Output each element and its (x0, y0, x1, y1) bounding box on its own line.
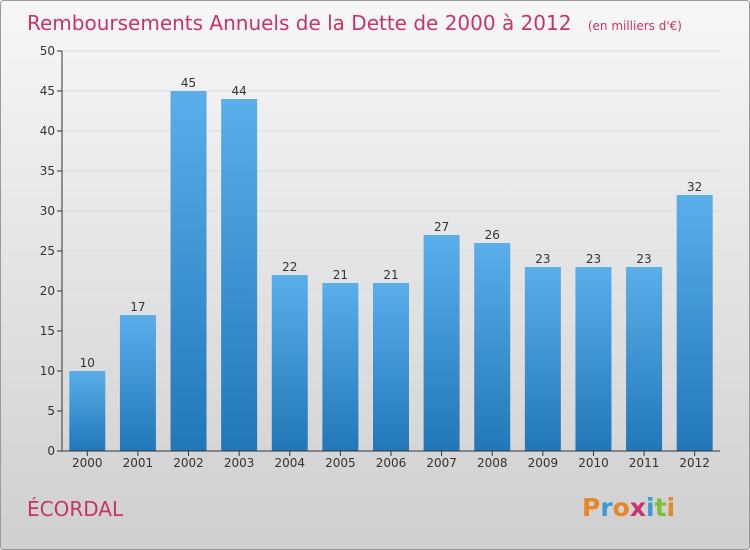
bar-2010 (575, 267, 612, 451)
bar-2003 (221, 99, 258, 451)
logo-letter: x (630, 493, 646, 522)
bar-value-label: 23 (636, 252, 651, 266)
bar-series: 10 17 45 44 22 21 21 27 26 23 23 23 32 (69, 76, 713, 451)
bar-value-label: 27 (434, 220, 449, 234)
logo-letter: i (667, 493, 676, 522)
bar-2001 (119, 315, 156, 451)
y-tick-label: 20 (40, 284, 55, 298)
logo-letter: t (655, 493, 667, 522)
logo-letter: r (600, 493, 613, 522)
bar-2002 (170, 91, 207, 451)
bar-2008 (474, 243, 511, 451)
bar-2009 (524, 267, 561, 451)
bar-value-label: 22 (282, 260, 297, 274)
logo-letter: o (613, 493, 630, 522)
bar-value-label: 21 (333, 268, 348, 282)
bar-2005 (322, 283, 359, 451)
x-tick-label: 2000 (72, 456, 103, 470)
bar-value-label: 23 (535, 252, 550, 266)
y-tick-label: 30 (40, 204, 55, 218)
bar-value-label: 44 (232, 84, 247, 98)
bar-2011 (626, 267, 663, 451)
bar-value-label: 17 (130, 300, 145, 314)
bar-2007 (423, 235, 460, 451)
y-tick-label: 45 (40, 84, 55, 98)
x-tick-label: 2004 (274, 456, 305, 470)
x-tick-label: 2003 (224, 456, 255, 470)
x-tick-label: 2006 (376, 456, 407, 470)
chart-title: Remboursements Annuels de la Dette de 20… (27, 11, 682, 35)
logo-letter: i (646, 493, 655, 522)
y-tick-label: 15 (40, 324, 55, 338)
x-tick-label: 2011 (629, 456, 660, 470)
y-tick-label: 10 (40, 364, 55, 378)
bar-value-label: 23 (586, 252, 601, 266)
bar-2012 (676, 195, 713, 451)
chart-unit-note: (en milliers d'€) (588, 19, 682, 33)
y-tick-label: 40 (40, 124, 55, 138)
x-tick-label: 2008 (477, 456, 508, 470)
x-tick-label: 2009 (528, 456, 559, 470)
bar-value-label: 32 (687, 180, 702, 194)
bar-value-label: 10 (80, 356, 95, 370)
x-tick-label: 2010 (578, 456, 609, 470)
x-tick-label: 2012 (679, 456, 710, 470)
x-tick-label: 2002 (173, 456, 204, 470)
axes: 0 5 10 15 20 25 30 35 40 45 50 2000 2001 2002 2003 2004… (40, 44, 720, 470)
x-tick-label: 2001 (123, 456, 154, 470)
chart-title-main: Remboursements Annuels de la Dette de 20… (27, 11, 571, 35)
y-tick-label: 0 (47, 444, 55, 458)
x-tick-label: 2005 (325, 456, 356, 470)
bar-value-label: 26 (485, 228, 500, 242)
y-tick-label: 5 (47, 404, 55, 418)
y-tick-label: 25 (40, 244, 55, 258)
bar-2006 (373, 283, 409, 451)
y-tick-label: 50 (40, 44, 55, 58)
bar-value-label: 45 (181, 76, 196, 90)
x-tick-label: 2007 (426, 456, 457, 470)
y-tick-label: 35 (40, 164, 55, 178)
bar-value-label: 21 (383, 268, 398, 282)
proxiti-logo: Proxiti (582, 493, 675, 522)
bar-2004 (271, 275, 308, 451)
place-name: ÉCORDAL (27, 497, 124, 521)
bar-2000 (69, 371, 106, 451)
logo-letter: P (582, 493, 600, 522)
